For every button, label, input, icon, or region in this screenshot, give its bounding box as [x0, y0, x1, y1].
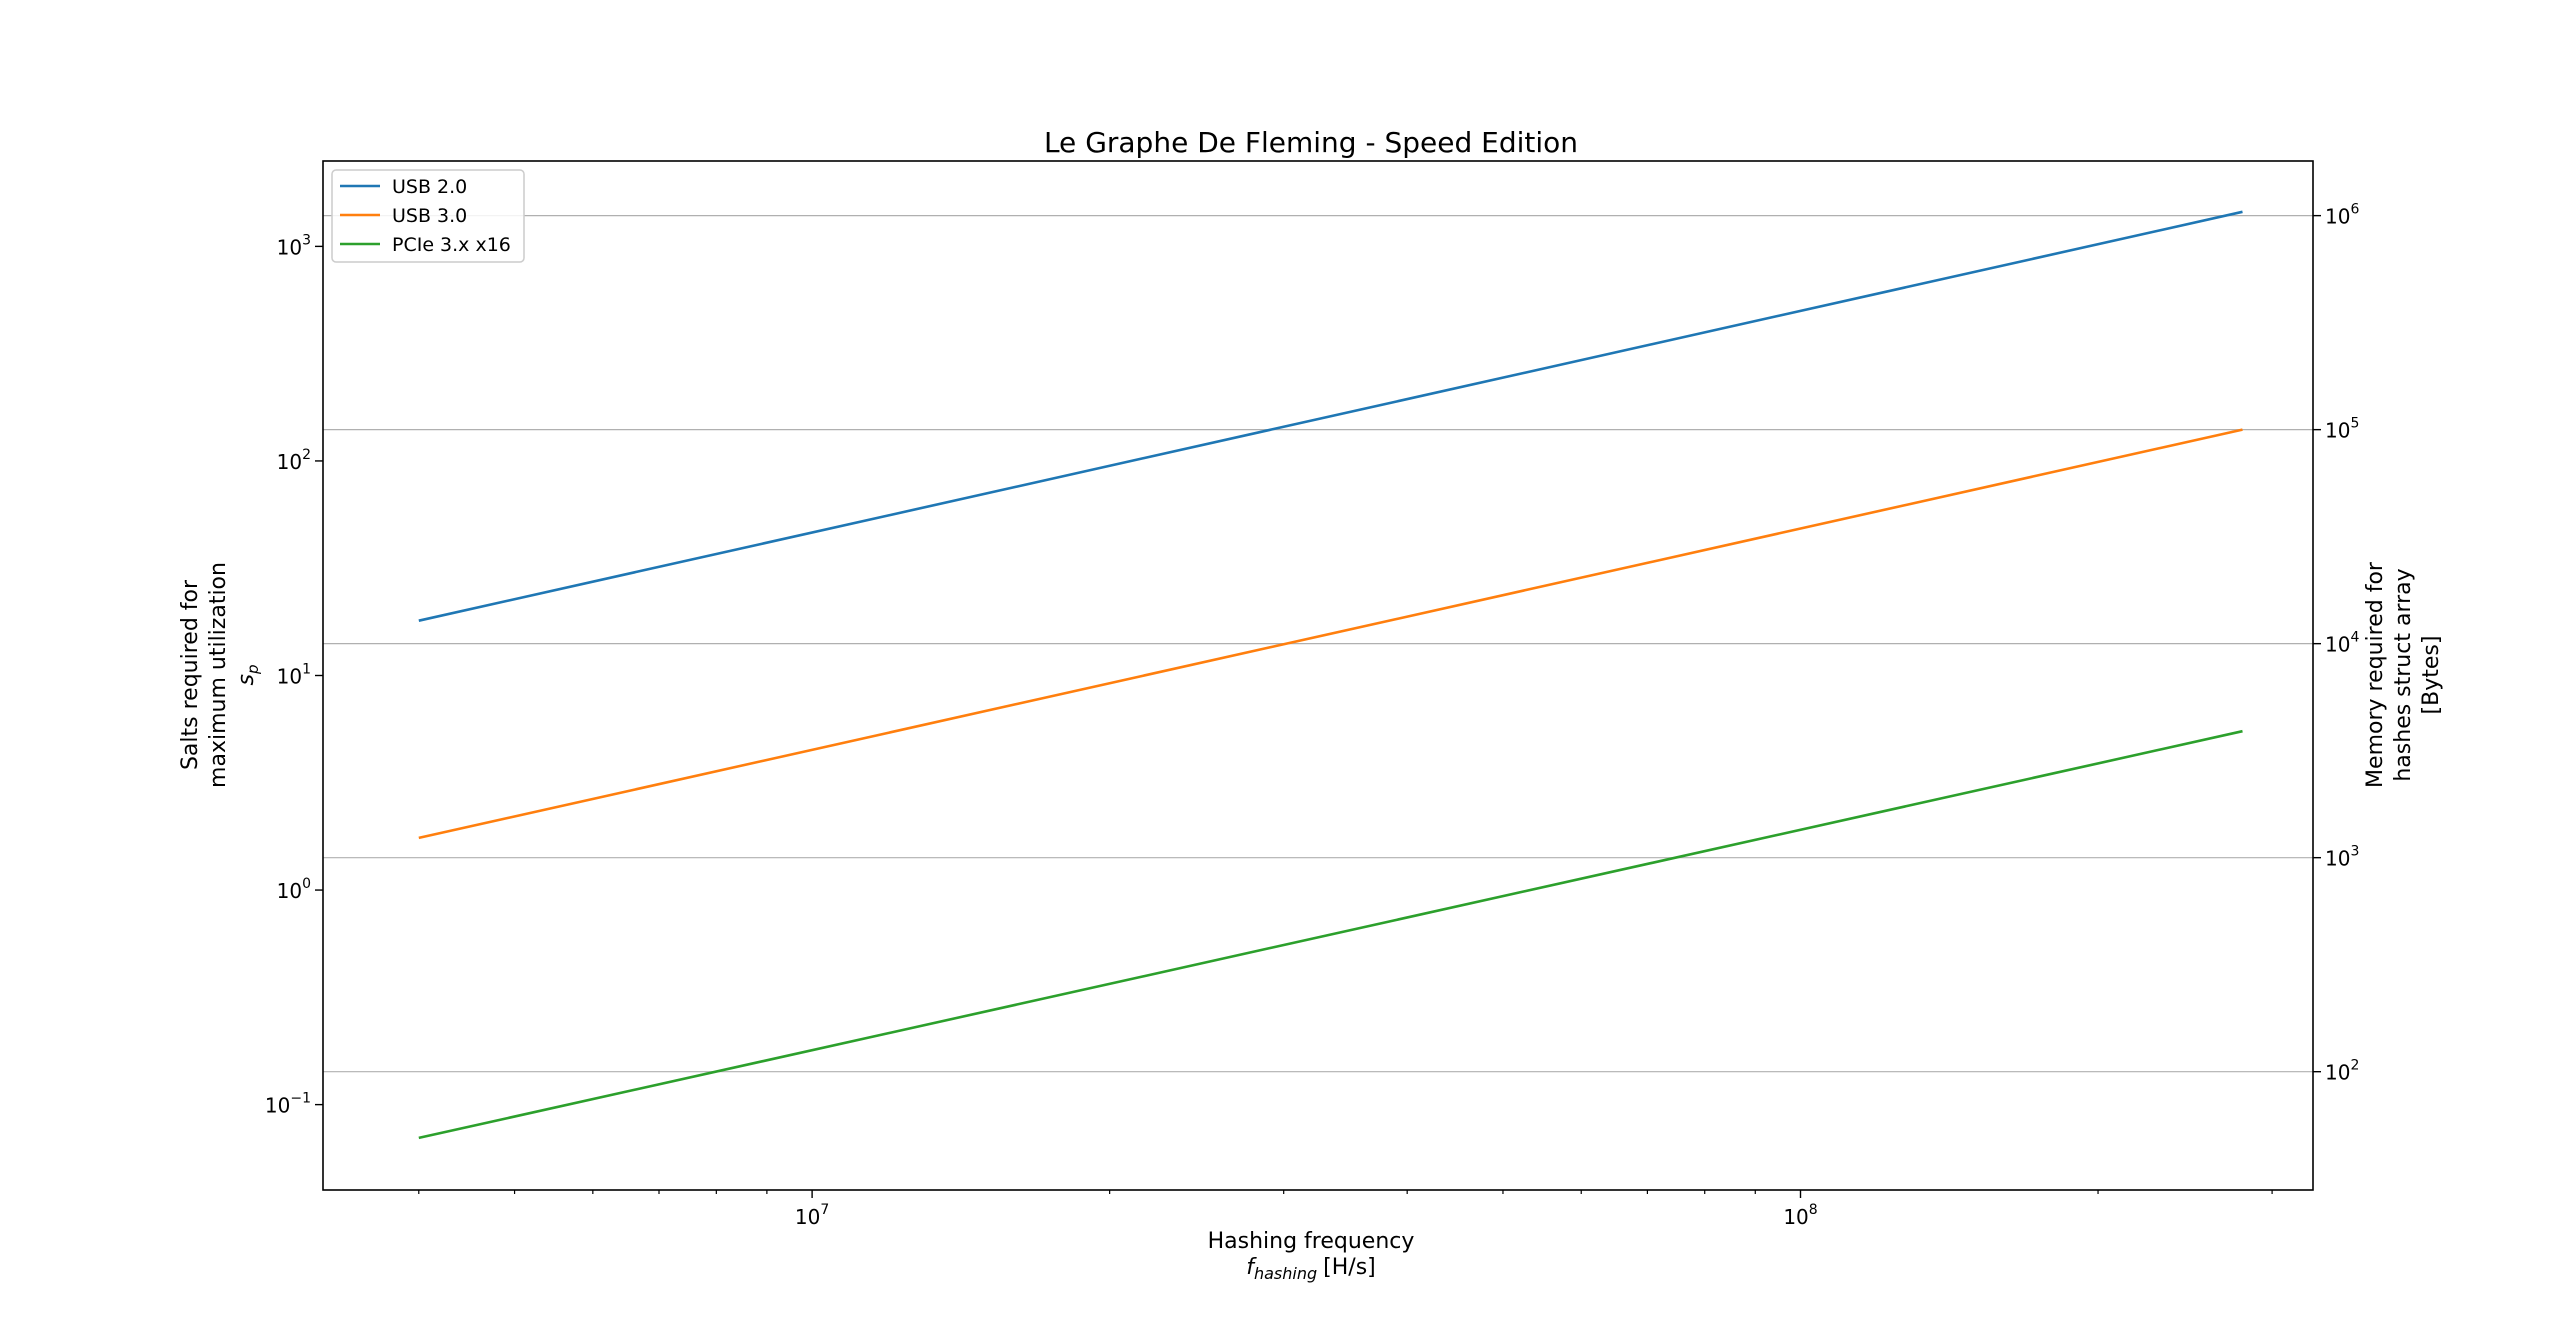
series-line-usb-2-0	[418, 210, 2243, 622]
legend-entry-pcie: PCIe 3.x x16	[340, 234, 511, 256]
y2-axis-label-line-1: Memory required for	[2363, 561, 2388, 788]
y-tick-label: 103	[277, 232, 311, 259]
y2-tick-label: 105	[2325, 416, 2359, 443]
legend-entry-usb-3: USB 3.0	[340, 205, 467, 227]
legend-label-usb-3: USB 3.0	[392, 205, 467, 227]
legend-box	[331, 169, 525, 263]
y-axis-label-symbol: sp	[234, 665, 262, 686]
grid-lines	[323, 215, 2313, 1073]
y-axis-label-line-1: Salts required for	[178, 579, 203, 770]
y2-tick-label: 106	[2325, 202, 2359, 229]
y-tick-label: 100	[277, 876, 311, 903]
x-axis-label-symbol: fhashing [H/s]	[1246, 1255, 1376, 1283]
y-tick-label: 102	[277, 447, 311, 474]
series-line-usb-3-0	[418, 428, 2243, 840]
y2-axis-ticks: 102 103 104 105 106	[2313, 202, 2359, 1085]
legend-label-pcie: PCIe 3.x x16	[392, 234, 511, 256]
y2-axis-label: Memory required for hashes struct array …	[2363, 561, 2444, 788]
y-symbol: s	[234, 674, 259, 685]
y2-axis-label-line-3: [Bytes]	[2419, 636, 2444, 715]
y-axis-ticks: 10−1 100 101 102 103	[265, 232, 323, 1118]
series-lines	[418, 210, 2243, 1140]
legend-entry-usb-2: USB 2.0	[340, 176, 467, 198]
y-axis-label-line-2: maximum utilization	[206, 562, 231, 788]
y-symbol-subscript: p	[244, 665, 262, 676]
plot-area-frame	[322, 160, 2314, 1191]
y2-axis-label-line-2: hashes struct array	[2391, 568, 2416, 781]
y-axis-label: Salts required for maximum utilization s…	[178, 562, 262, 788]
y-tick-label: 101	[277, 662, 311, 689]
x-tick-label: 108	[1783, 1202, 1817, 1229]
x-axis-ticks: 107 108	[795, 1190, 1818, 1229]
x-symbol-subscript: hashing	[1254, 1264, 1317, 1283]
x-axis-label: Hashing frequency	[1208, 1229, 1415, 1254]
legend: USB 2.0 USB 3.0 PCIe 3.x x16	[331, 169, 525, 263]
y-tick-label: 10−1	[265, 1091, 311, 1118]
y2-tick-label: 104	[2325, 630, 2359, 657]
y2-tick-label: 103	[2325, 844, 2359, 871]
legend-label-usb-2: USB 2.0	[392, 176, 467, 198]
x-symbol: f	[1246, 1255, 1257, 1280]
series-line-pcie-3-x-x16	[418, 729, 2243, 1140]
chart-title: Le Graphe De Fleming - Speed Edition	[1044, 126, 1578, 159]
y2-tick-label: 102	[2325, 1058, 2359, 1085]
x-unit: [H/s]	[1323, 1255, 1376, 1280]
x-tick-label: 107	[795, 1202, 829, 1229]
